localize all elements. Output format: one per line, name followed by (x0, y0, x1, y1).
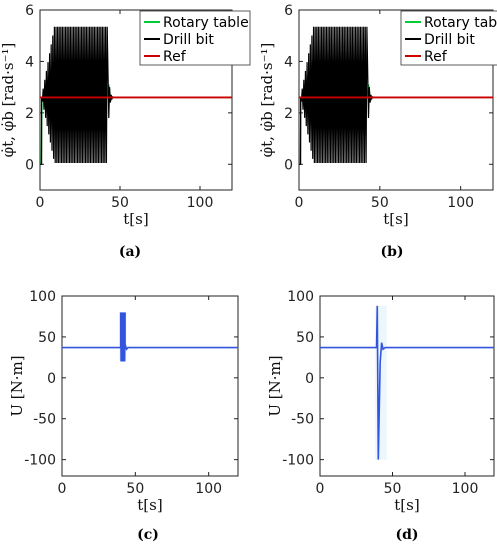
legend-label: Ref (163, 49, 187, 65)
panel-caption: (c) (137, 527, 159, 543)
legend-label: Rotary table (163, 15, 249, 31)
x-tick-label: 0 (36, 195, 45, 211)
series-group (320, 305, 494, 460)
series-group (40, 26, 232, 165)
panel-caption: (b) (380, 244, 403, 260)
y-tick-label: 4 (284, 54, 293, 70)
y-tick-label: 100 (29, 289, 56, 305)
chart-panel-3: 0 50 100 -100 -50 0 50 100 t[s] U [N·m] (c) (8, 289, 239, 543)
plot-area (319, 295, 495, 477)
series-control-input (320, 305, 494, 460)
x-axis-label: t[s] (394, 496, 419, 514)
y-tick-label: 50 (38, 330, 56, 346)
y-tick-label: 2 (284, 106, 293, 122)
series-control-input (62, 312, 238, 362)
panel-caption: (a) (119, 244, 141, 260)
y-axis-label: φ̇t, φ̇b [rad·s⁻¹] (258, 43, 276, 158)
y-tick-label: 100 (287, 289, 314, 305)
x-axis-label: t[s] (383, 210, 408, 228)
panel-caption: (d) (395, 527, 418, 543)
series-drill-bit (40, 26, 232, 165)
y-axis-label: φ̇t, φ̇b [rad·s⁻¹] (0, 43, 17, 158)
y-tick-label: -50 (33, 412, 56, 428)
y-tick-label: 0 (25, 157, 34, 173)
x-tick-label: 50 (384, 481, 402, 497)
chart-panel-2: 0 50 100 0 2 4 6 t[s] φ̇t, φ̇b [rad·s⁻¹] (b) Rotar… (258, 3, 497, 260)
y-tick-label: -50 (291, 412, 314, 428)
x-axis-label: t[s] (123, 210, 148, 228)
plot-area (61, 295, 239, 477)
y-tick-label: 0 (305, 371, 314, 387)
y-tick-label: 4 (25, 54, 34, 70)
y-tick-label: 0 (47, 371, 56, 387)
y-tick-label: 0 (284, 157, 293, 173)
legend-label: Drill bit (424, 32, 475, 48)
x-tick-label: 100 (187, 195, 214, 211)
legend-label: Drill bit (163, 32, 214, 48)
series-drill-bit (299, 26, 493, 165)
x-tick-label: 0 (316, 481, 325, 497)
x-tick-label: 100 (195, 481, 222, 497)
legend-label: Ref (424, 49, 448, 65)
series-group (62, 312, 238, 362)
y-tick-label: -100 (24, 453, 56, 469)
y-tick-label: -100 (282, 453, 314, 469)
x-tick-label: 100 (447, 195, 474, 211)
x-axis-label: t[s] (137, 496, 162, 514)
series-group (299, 26, 493, 165)
y-tick-label: 2 (25, 106, 34, 122)
x-tick-label: 100 (452, 481, 479, 497)
x-tick-label: 50 (111, 195, 129, 211)
x-tick-label: 0 (58, 481, 67, 497)
y-axis-label: U [N·m] (8, 355, 26, 416)
y-tick-label: 6 (25, 3, 34, 19)
y-tick-label: 6 (284, 3, 293, 19)
y-axis-label: U [N·m] (266, 355, 284, 416)
chart-panel-4: 0 50 100 -100 -50 0 50 100 t[s] U [N·m] (d) (266, 289, 495, 543)
x-tick-label: 50 (126, 481, 144, 497)
x-tick-label: 0 (295, 195, 304, 211)
x-tick-label: 50 (371, 195, 389, 211)
burst-highlight (375, 305, 387, 460)
legend-label: Rotary table (424, 15, 497, 31)
chart-panel-1: 0 50 100 0 2 4 6 t[s] φ̇t, φ̇b [rad·s⁻¹] (a) Rotar… (0, 3, 251, 260)
y-tick-label: 50 (296, 330, 314, 346)
